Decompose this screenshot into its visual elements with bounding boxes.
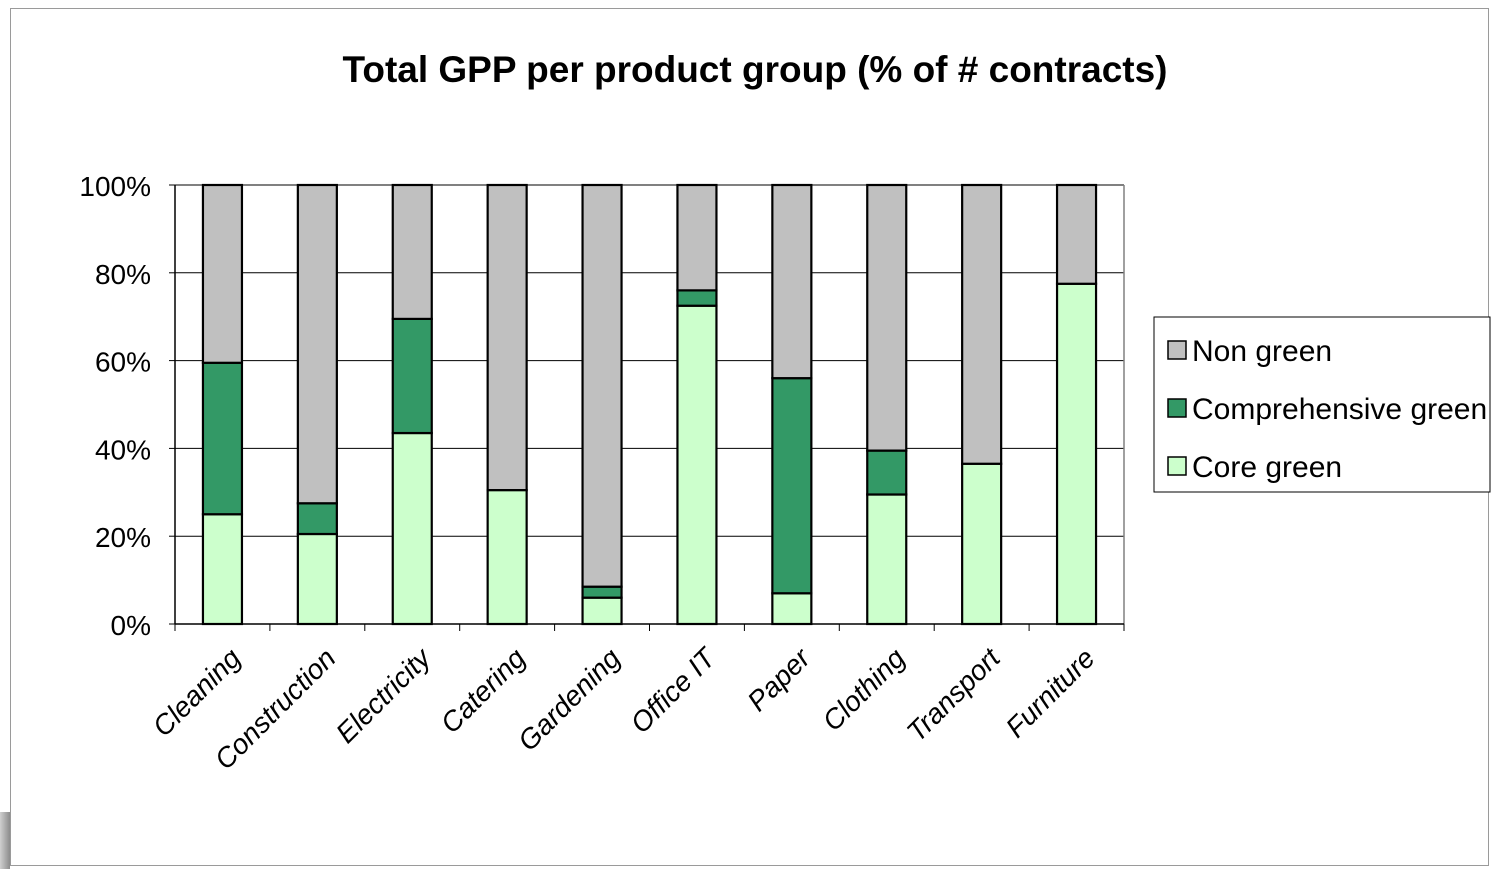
y-tick-label: 20% (95, 522, 151, 553)
x-tick-label: Clothing (816, 642, 911, 737)
bar-segment-core-green (866, 493, 908, 626)
legend-swatch (1167, 398, 1187, 418)
bar-segment-core-green (961, 462, 1003, 626)
bar-segment-core-green (486, 489, 528, 626)
chart-title: Total GPP per product group (% of # cont… (342, 49, 1167, 90)
bar-segment-comprehensive-green (201, 361, 244, 516)
bar-segment-comprehensive-green (866, 449, 908, 496)
x-tick-label: Paper (741, 641, 817, 717)
bar-segment-comprehensive-green (391, 317, 433, 435)
y-tick-label: 40% (95, 434, 151, 465)
bar-segment-comprehensive-green (676, 289, 718, 307)
x-tick-label: Gardening (512, 642, 627, 757)
bar-segment-non-green (296, 183, 338, 505)
y-tick-label: 60% (95, 347, 151, 378)
bar-segment-core-green (201, 513, 244, 626)
bar-segment-core-green (676, 304, 718, 626)
legend: Non green Comprehensive green Core green (1153, 316, 1491, 493)
bar-segment-comprehensive-green (581, 585, 623, 599)
legend-swatch (1167, 340, 1187, 360)
x-tick-label: Furniture (1000, 642, 1101, 743)
bar-segment-core-green (296, 532, 338, 626)
x-tick-label: Transport (901, 641, 1007, 747)
legend-label: Core green (1192, 451, 1342, 484)
bar-segment-non-green (201, 183, 244, 364)
bar-segment-non-green (771, 183, 813, 380)
bar-segment-core-green (581, 596, 623, 626)
legend-box (1153, 316, 1491, 493)
bar-segment-comprehensive-green (296, 502, 338, 536)
x-tick-label: Electricity (330, 641, 438, 749)
bar-segment-core-green (771, 592, 813, 626)
bar-segment-comprehensive-green (771, 377, 813, 595)
y-tick-label: 80% (95, 259, 151, 290)
bar-segment-core-green (391, 431, 433, 626)
y-tick-label: 0% (111, 610, 151, 641)
x-tick-label: Catering (435, 642, 532, 739)
bar-segment-non-green (581, 183, 623, 588)
bar-segment-non-green (676, 183, 718, 292)
bar-segment-non-green (391, 183, 433, 320)
legend-label: Non green (1192, 335, 1332, 368)
legend-label: Comprehensive green (1192, 393, 1487, 426)
x-tick-label: Cleaning (147, 642, 247, 742)
bar-segment-non-green (866, 183, 908, 452)
bar-segment-non-green (1055, 183, 1098, 285)
legend-swatch (1167, 456, 1187, 476)
bar-segment-non-green (961, 183, 1003, 465)
bar-segment-non-green (486, 183, 528, 492)
bars (201, 183, 1098, 626)
bar-segment-core-green (1055, 282, 1098, 626)
page-edge-shadow (0, 812, 10, 869)
x-tick-label: Office IT (624, 641, 722, 739)
y-tick-label: 100% (79, 171, 151, 202)
